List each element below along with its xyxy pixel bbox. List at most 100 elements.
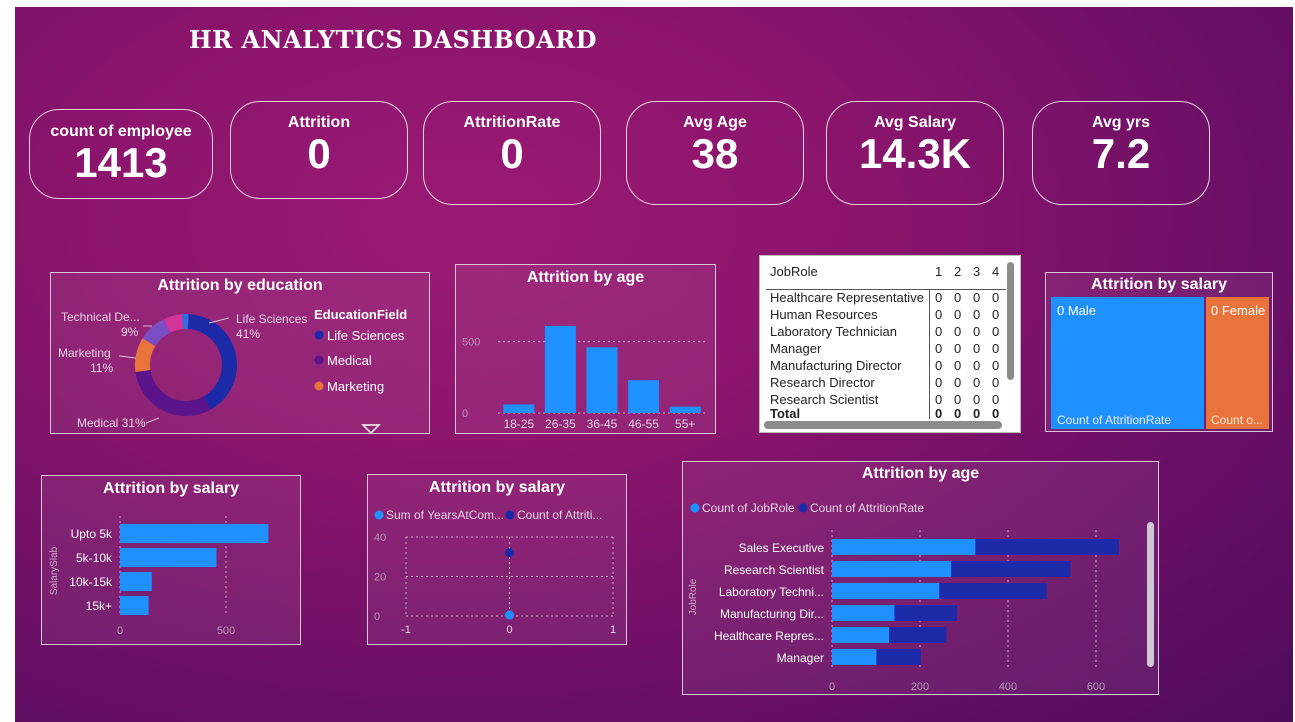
bar <box>586 347 618 413</box>
donut-pct-technical: 9% <box>121 325 139 339</box>
matrix-cell: 0 <box>935 375 943 390</box>
gender-treemap-panel[interactable]: Attrition by salary 0 Male Count of Attr… <box>1045 272 1273 432</box>
bar <box>503 404 535 413</box>
kpi-count-of-employee[interactable]: count of employee 1413 <box>29 109 213 199</box>
matrix-cell: 0 <box>935 406 943 421</box>
matrix-cell: 0 <box>992 341 1000 356</box>
bar-segment <box>832 561 952 577</box>
tile-label: 0 Male <box>1057 303 1097 318</box>
matrix-cell: 0 <box>954 324 962 339</box>
kpi-label: count of employee <box>50 123 192 140</box>
matrix-cell: 0 <box>992 324 1000 339</box>
kpi-label: Avg Age <box>683 114 747 131</box>
matrix-divider <box>766 289 1006 290</box>
donut-slice <box>142 319 171 347</box>
donut-label-marketing: Marketing <box>58 346 111 360</box>
jobrole-matrix[interactable]: JobRole 1 2 3 4 Healthcare Representativ… <box>759 255 1021 433</box>
donut-label-life-sciences: Life Sciences <box>236 312 307 326</box>
matrix-cell: 0 <box>935 324 943 339</box>
panel-title: Attrition by education <box>157 277 323 294</box>
y-tick-label: Healthcare Repres... <box>714 629 824 643</box>
matrix-cell: 0 <box>973 307 981 322</box>
legend-scroll-down-icon[interactable] <box>361 424 381 435</box>
matrix-row-label: Research Scientist <box>770 392 879 407</box>
bar <box>120 572 152 591</box>
dashboard-canvas: HR ANALYTICS DASHBOARD count of employee… <box>15 7 1293 722</box>
bar-segment <box>832 649 877 665</box>
x-tick-label: 18-25 <box>503 417 534 431</box>
kpi-value: 38 <box>691 130 739 177</box>
y-tick-label: Sales Executive <box>739 541 825 555</box>
stacked-vertical-scrollbar[interactable] <box>1147 522 1154 667</box>
kpi-label: Attrition <box>287 114 351 131</box>
matrix-header-4: 4 <box>992 264 1000 279</box>
education-donut-panel[interactable]: Attrition by education Life Sciences 41%… <box>50 272 430 435</box>
kpi-avg-yrs[interactable]: Avg yrs 7.2 <box>1032 101 1210 205</box>
x-tick-label: 55+ <box>675 417 695 431</box>
bar <box>669 406 701 413</box>
x-tick-label: 600 <box>1087 681 1105 693</box>
matrix-vertical-scrollbar[interactable] <box>1007 262 1014 380</box>
matrix-row-label: Total <box>770 406 801 421</box>
kpi-value: 7.2 <box>1091 130 1151 177</box>
kpi-avg-salary[interactable]: Avg Salary 14.3K <box>826 101 1004 205</box>
x-tick-label: 1 <box>610 624 616 636</box>
kpi-value: 14.3K <box>858 130 972 177</box>
matrix-horizontal-scrollbar[interactable] <box>764 421 1002 429</box>
bar-segment <box>894 605 957 621</box>
matrix-row-label: Laboratory Technician <box>770 324 897 339</box>
bar-segment <box>876 649 921 665</box>
matrix-cell: 0 <box>973 392 981 407</box>
legend-dot <box>798 503 808 513</box>
legend-dot <box>314 381 324 391</box>
matrix-cell: 0 <box>954 392 962 407</box>
treemap-tile-male[interactable]: 0 Male Count of AttritionRate <box>1051 297 1204 429</box>
legend-item: Medical <box>327 353 372 368</box>
tile-footer: Count o... <box>1211 413 1264 427</box>
bar-segment <box>939 583 1047 599</box>
kpi-avg-age[interactable]: Avg Age 38 <box>626 101 804 205</box>
panel-title: Attrition by salary <box>1090 276 1228 293</box>
legend-dot <box>374 510 384 520</box>
x-tick-label: 46-55 <box>628 417 659 431</box>
age-bar-panel[interactable]: Attrition by age 0 500 18-25 26-35 36-45 46-5… <box>455 264 716 434</box>
y-tick-label: 15k+ <box>86 599 112 613</box>
y-tick-label: Laboratory Techni... <box>719 585 824 599</box>
matrix-cell: 0 <box>935 307 943 322</box>
kpi-attrition-rate[interactable]: AttritionRate 0 <box>423 101 601 205</box>
panel-title: Attrition by salary <box>428 479 566 496</box>
salary-bar-panel[interactable]: Attrition by salary 0 500 Upto 5k 5k-10k 10k… <box>41 475 301 645</box>
bar <box>120 548 217 567</box>
matrix-cell: 0 <box>992 290 1000 305</box>
matrix-cell: 0 <box>973 375 981 390</box>
donut-label-medical: Medical 31% <box>77 416 146 430</box>
bar-segment <box>951 561 1071 577</box>
bar <box>120 524 269 543</box>
x-tick-label: 36-45 <box>587 417 618 431</box>
jobrole-stacked-chart: Count of JobRole Count of AttritionRate 0 2… <box>688 501 1119 693</box>
matrix-cell: 0 <box>992 392 1000 407</box>
x-tick-label: 0 <box>829 681 835 693</box>
kpi-attrition[interactable]: Attrition 0 <box>230 101 408 199</box>
bar <box>628 380 660 413</box>
x-tick-label: 400 <box>999 681 1017 693</box>
x-tick-label: 0 <box>117 625 123 637</box>
matrix-cell: 0 <box>992 358 1000 373</box>
salary-scatter-panel[interactable]: Attrition by salary Sum of YearsAtCom...… <box>367 474 627 645</box>
page-title: HR ANALYTICS DASHBOARD <box>189 25 597 54</box>
x-tick-label: 0 <box>506 624 512 636</box>
y-tick-label: Research Scientist <box>724 563 825 577</box>
y-tick-label: Upto 5k <box>71 527 113 541</box>
matrix-header-jobrole: JobRole <box>770 264 818 279</box>
y-tick-label: 10k-15k <box>69 575 113 589</box>
x-tick-label: -1 <box>401 624 411 636</box>
tile-footer: Count of AttritionRate <box>1057 413 1172 427</box>
bar-segment <box>832 539 976 555</box>
matrix-cell: 0 <box>973 341 981 356</box>
legend-item: Sum of YearsAtCom... <box>386 508 504 522</box>
treemap-tile-female[interactable]: 0 Female Count o... <box>1206 297 1269 429</box>
panel-title: Attrition by age <box>861 465 980 482</box>
bar-segment <box>832 583 940 599</box>
jobrole-stacked-panel[interactable]: Attrition by age Count of JobRole Count o… <box>682 461 1159 695</box>
bar-segment <box>832 627 890 643</box>
